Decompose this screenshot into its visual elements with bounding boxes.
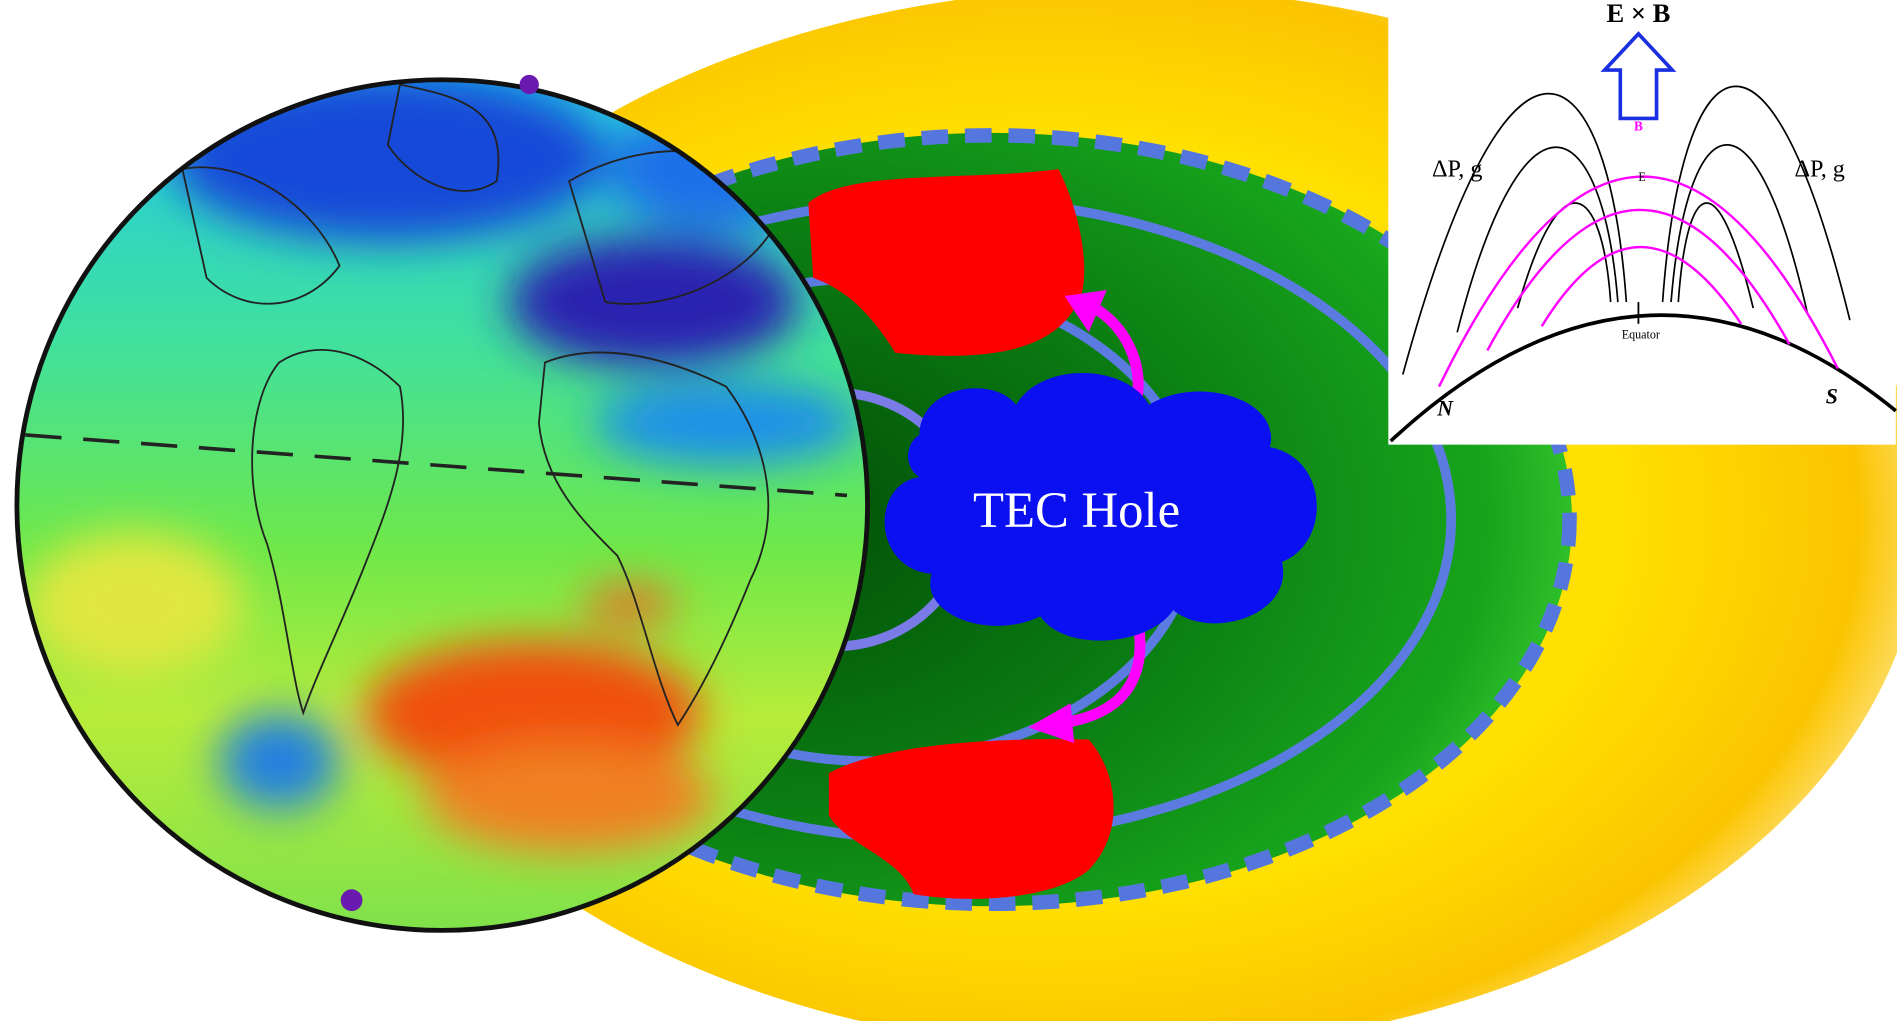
flow-arrow (1063, 615, 1146, 728)
arrow-head (1064, 289, 1107, 333)
tec-hole-cloud: TEC Hole (884, 373, 1317, 641)
crest-blob (828, 739, 1114, 899)
force-label: ΔP, g (1432, 155, 1482, 182)
force-label: ΔP, g (1794, 155, 1844, 182)
equator-label: Equator (1622, 327, 1660, 341)
e-label: E (1638, 170, 1645, 184)
tec-globe (14, 74, 870, 933)
cloud-label: TEC Hole (973, 482, 1180, 538)
crest-blob (808, 169, 1085, 356)
b-label: B (1634, 118, 1643, 133)
north-label: N (1436, 397, 1454, 421)
fountain-inset: E × B ΔP, g ΔP, g B E Equator N S (1388, 0, 1897, 445)
exb-label: E × B (1606, 0, 1670, 28)
south-label: S (1826, 385, 1838, 409)
flow-arrow (1091, 303, 1144, 400)
arrow-head (1028, 703, 1075, 744)
